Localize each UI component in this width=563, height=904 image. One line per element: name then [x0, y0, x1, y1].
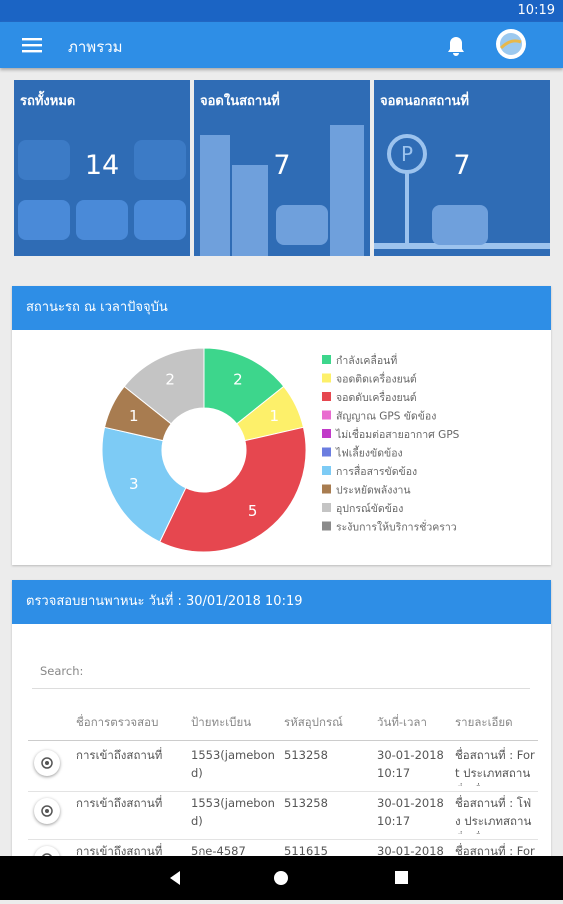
search-label: Search: — [40, 664, 84, 678]
column-header: รหัสอุปกรณ์ — [284, 715, 343, 729]
notification-button[interactable] — [446, 35, 466, 57]
legend-swatch — [322, 410, 331, 420]
row-line — [28, 839, 538, 840]
table-cell: 30-01-2018 — [377, 844, 444, 858]
menu-button[interactable] — [22, 36, 44, 54]
legend-swatch — [322, 503, 331, 512]
table-cell: ชื่อสถานที่ : โฟ่ง ประเภทสถานที่ : อื่นๆ — [455, 796, 532, 834]
legend-label: กำลังเคลื่อนที่ — [336, 353, 397, 367]
card-value: 7 — [453, 150, 471, 181]
card-label: รถทั้งหมด — [20, 94, 76, 109]
table-cell: 513258 — [284, 748, 328, 762]
table-cell: 511615 — [284, 844, 328, 858]
legend-label: ไฟเลี้ยงขัดข้อง — [335, 446, 403, 460]
slice-label: 1 — [129, 407, 139, 425]
building-illustration — [200, 125, 364, 256]
svg-text:P: P — [401, 142, 413, 166]
column-header: รายละเอียด — [455, 715, 513, 729]
panel-title: สถานะรถ ณ เวลาปัจจุบัน — [12, 286, 551, 330]
legend-label: ประหยัดพลังงาน — [336, 485, 411, 497]
card-total[interactable]: รถทั้งหมด 14 — [14, 80, 190, 256]
back-button[interactable] — [170, 871, 180, 885]
slice-label: 5 — [248, 502, 258, 520]
table-cell: 1553(jamebond) — [191, 748, 275, 780]
table-cell: 1553(jamebond) — [191, 796, 275, 828]
legend-swatch — [322, 373, 331, 383]
app-title: ภาพรวม — [68, 38, 123, 56]
table-cell: ชื่อสถานที่ : Fort ประเภทสถานที่ : อื่นๆ — [455, 748, 535, 786]
donut-chart: 2 1 5 3 1 2 กำลังเคลื่อนที่จอดติดเครื่องยนต์จอ… — [101, 347, 460, 553]
nav-buttons — [170, 871, 408, 885]
legend-swatch — [322, 355, 331, 364]
nav-bar — [0, 856, 563, 900]
legend-swatch — [322, 484, 331, 494]
legend-swatch — [322, 447, 331, 457]
legend-label: สัญญาณ GPS ขัดข้อง — [336, 411, 436, 423]
table-cell: การเข้าถึงสถานที่ — [76, 748, 163, 762]
card-outside[interactable]: P จอดนอกสถานที่ 7 — [374, 80, 550, 256]
card-label: จอดในสถานที่ — [200, 94, 280, 109]
slice-label: 1 — [270, 407, 280, 425]
slice-label: 2 — [165, 371, 175, 389]
card-value: 14 — [84, 150, 120, 181]
card-inside[interactable]: จอดในสถานที่ 7 — [194, 80, 370, 256]
column-header: ป้ายทะเบียน — [191, 715, 252, 729]
legend-swatch — [322, 521, 331, 531]
slice-label: 2 — [233, 371, 243, 389]
slice-label: 3 — [129, 475, 139, 493]
legend-swatch — [322, 392, 331, 401]
card-value: 7 — [273, 150, 291, 181]
status-panel: สถานะรถ ณ เวลาปัจจุบัน 2 1 5 3 1 2 กำลังเคลื่อ… — [12, 286, 551, 565]
panel-title: ตรวจสอบยานพาหนะ วันที่ : 30/01/2018 10:1… — [12, 580, 551, 624]
locate-button[interactable] — [34, 750, 60, 776]
home-button[interactable] — [274, 871, 288, 885]
column-header: ชื่อการตรวจสอบ — [76, 715, 159, 729]
app-bar: ภาพรวม — [0, 22, 563, 68]
legend-label: ไม่เชื่อมต่อสายอากาศ GPS — [335, 427, 460, 441]
column-header: วันที่-เวลา — [377, 715, 427, 729]
avatar[interactable] — [495, 28, 527, 60]
legend-label: จอดติดเครื่องยนต์ — [336, 372, 417, 386]
legend-swatch — [322, 466, 331, 475]
legend-label: การสื่อสารขัดข้อง — [336, 464, 417, 478]
legend-label: จอดดับเครื่องยนต์ — [336, 390, 417, 404]
locate-button[interactable] — [34, 798, 60, 824]
legend-label: อุปกรณ์ขัดข้อง — [336, 502, 403, 515]
donut-slice — [101, 426, 187, 543]
table-cell: 30-01-2018 10:17 — [377, 796, 444, 828]
table-cell: การเข้าถึงสถานที่ — [76, 796, 163, 810]
legend-label: ระงับการให้บริการชั่วคราว — [336, 520, 457, 534]
table-cell: 5กe-4587 — [191, 844, 246, 858]
parking-illustration: P — [374, 134, 550, 249]
status-bar: 10:19 — [0, 0, 563, 22]
donut-slice — [159, 426, 307, 553]
table-cell: 513258 — [284, 796, 328, 810]
card-label: จอดนอกสถานที่ — [380, 94, 469, 109]
cars-illustration — [18, 140, 186, 240]
table-cell: 30-01-2018 10:17 — [377, 748, 444, 780]
donut-slice — [123, 347, 205, 425]
header-line — [28, 740, 538, 741]
recents-button[interactable] — [395, 871, 408, 884]
inspection-panel: ตรวจสอบยานพาหนะ วันที่ : 30/01/2018 10:1… — [12, 580, 551, 860]
row-line — [28, 791, 538, 792]
search-field[interactable] — [32, 688, 530, 689]
legend-swatch — [322, 429, 331, 438]
table-cell: การเข้าถึงสถานที่ — [76, 844, 163, 858]
time: 10:19 — [517, 3, 555, 18]
